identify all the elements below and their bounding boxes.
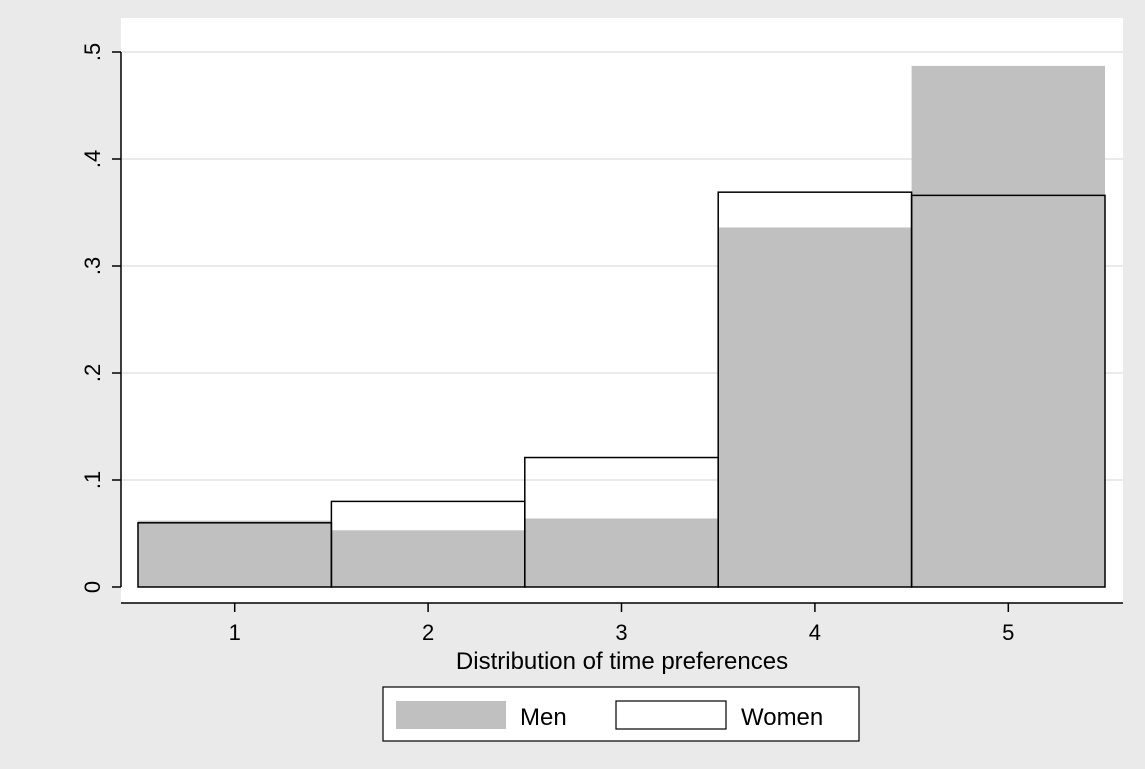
legend-label-men: Men (520, 704, 567, 731)
bar-women (910, 194, 1106, 588)
y-axis: 0 .1 .2 .3 .4 .5 (80, 43, 122, 593)
women-bars (137, 191, 1106, 588)
bar-men (331, 530, 525, 587)
bar-men (524, 518, 719, 587)
y-tick-label: .5 (80, 43, 105, 61)
y-tick-label: .2 (80, 364, 105, 382)
x-tick-label: 1 (229, 620, 241, 645)
y-tick-label: .1 (80, 471, 105, 489)
x-axis: 1 2 3 4 5 (121, 602, 1123, 645)
legend-swatch-men (396, 701, 506, 729)
x-tick-label: 5 (1002, 620, 1014, 645)
y-tick-label: 0 (80, 581, 105, 593)
legend-label-women: Women (741, 704, 823, 731)
x-axis-title: Distribution of time preferences (456, 648, 788, 675)
legend-swatch-women (615, 700, 727, 730)
x-tick-label: 2 (422, 620, 434, 645)
bar-men (911, 65, 1105, 587)
bar-men (138, 520, 332, 587)
y-tick-label: .3 (80, 257, 105, 275)
x-tick-label: 3 (615, 620, 627, 645)
bar-men (718, 227, 912, 588)
x-tick-label: 4 (809, 620, 821, 645)
legend: Men Women (382, 686, 860, 742)
men-bars (138, 65, 1105, 588)
y-tick-label: .4 (80, 150, 105, 168)
